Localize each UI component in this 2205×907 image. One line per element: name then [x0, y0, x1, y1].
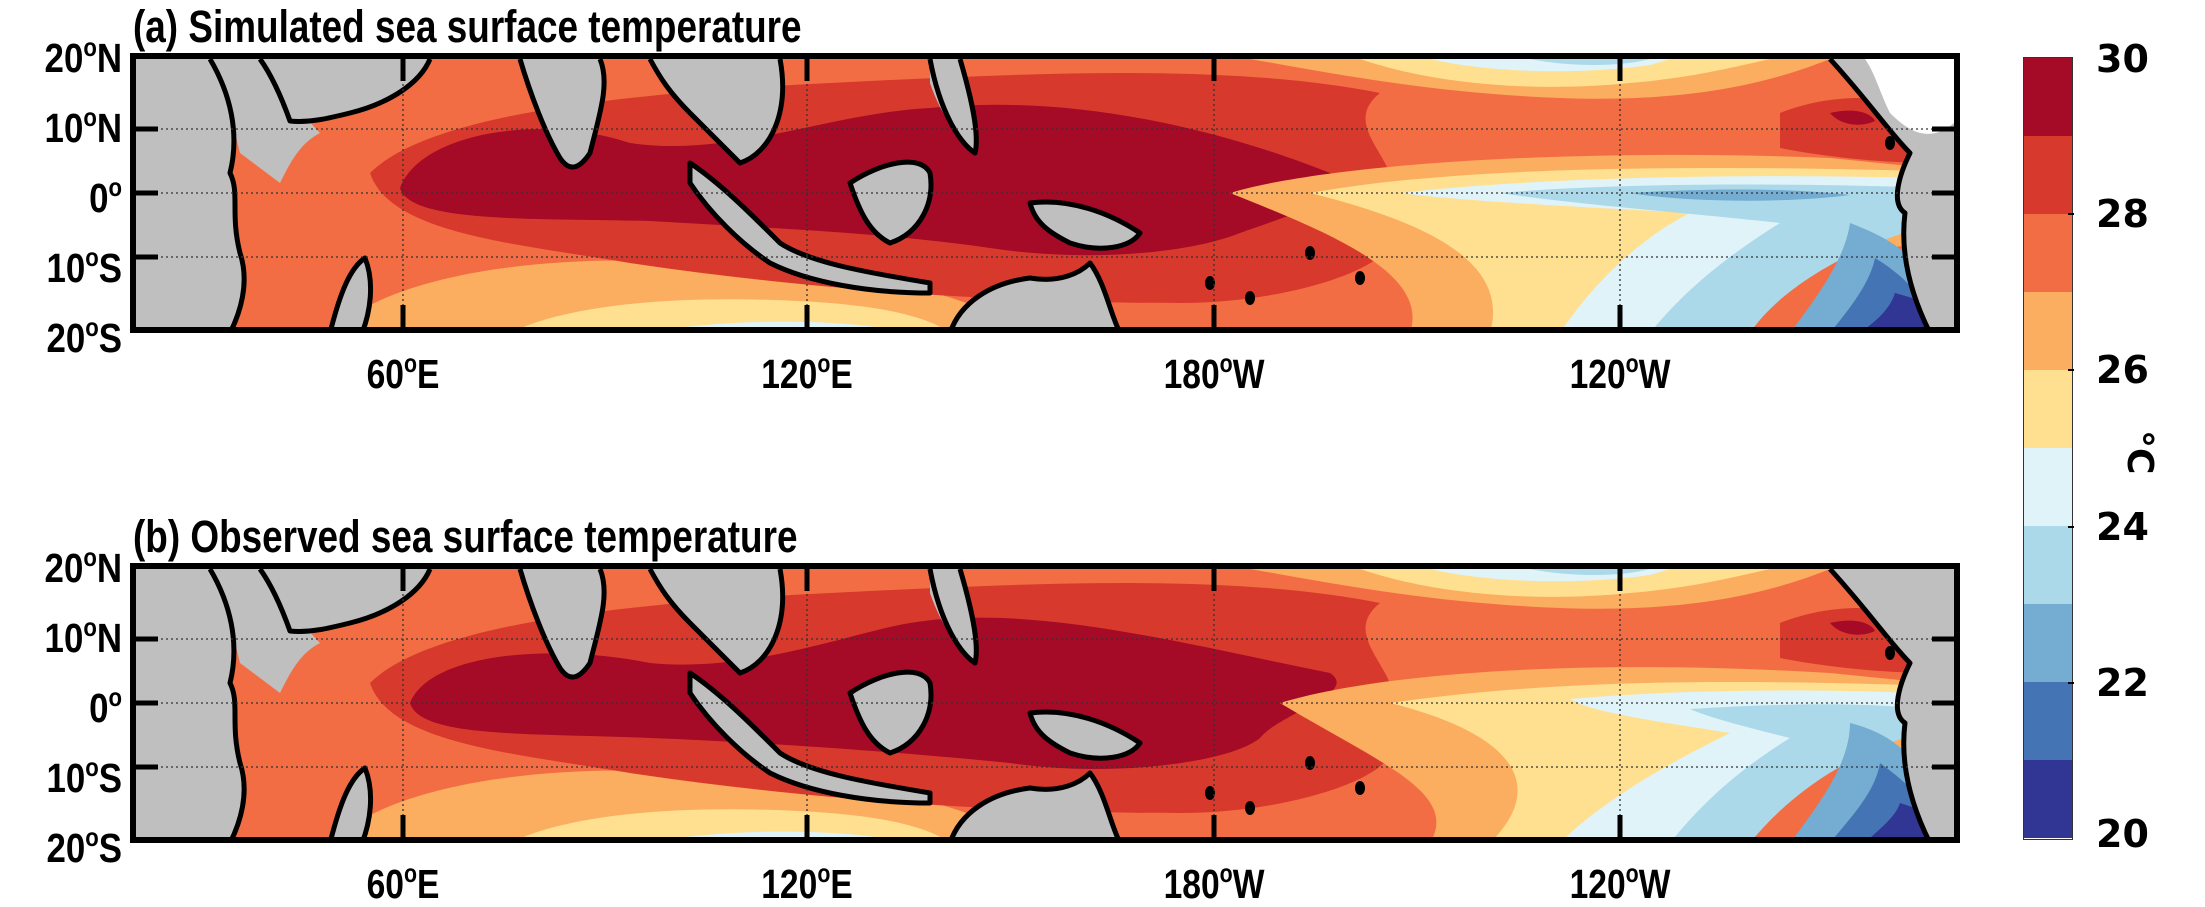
colorbar-band	[2024, 292, 2072, 370]
colorbar-tick	[2068, 682, 2074, 685]
degree-symbol: o	[108, 682, 122, 712]
colorbar-band	[2024, 214, 2072, 292]
y-tick-label: 10oS	[46, 752, 122, 801]
panel-b-map	[130, 563, 1960, 843]
degree-symbol: o	[83, 612, 97, 642]
x-tick-label: 120oW	[1569, 348, 1671, 397]
colorbar-band	[2024, 760, 2072, 838]
colorbar-band	[2024, 526, 2072, 604]
panel-a-map	[130, 53, 1960, 333]
colorbar-label: 22	[2096, 661, 2149, 706]
degree-symbol: o	[817, 348, 831, 378]
y-tick-label: 20oN	[44, 542, 122, 591]
x-tick-label: 60oE	[366, 858, 440, 907]
sst-contour-map	[130, 53, 1960, 333]
y-tick-label: 10oN	[44, 612, 122, 661]
colorbar-label: 24	[2096, 504, 2149, 549]
y-tick-label: 0o	[89, 172, 122, 221]
panel-b-title: (b) Observed sea surface temperature	[133, 511, 798, 562]
y-tick-label: 20oS	[46, 822, 122, 871]
degree-symbol: o	[1625, 348, 1639, 378]
degree-symbol: o	[85, 752, 99, 782]
colorbar-tick	[2068, 369, 2074, 372]
x-tick-label: 180oW	[1163, 348, 1265, 397]
sst-contour-map	[130, 563, 1960, 843]
y-tick-label: 10oS	[46, 242, 122, 291]
y-tick-label: 20oS	[46, 312, 122, 361]
colorbar-band	[2024, 136, 2072, 214]
degree-symbol: o	[403, 348, 417, 378]
colorbar-band	[2024, 604, 2072, 682]
degree-symbol: o	[108, 172, 122, 202]
x-tick-label: 120oW	[1569, 858, 1671, 907]
colorbar-band	[2024, 682, 2072, 760]
colorbar	[2023, 57, 2073, 840]
degree-symbol: o	[85, 312, 99, 342]
degree-symbol: o	[1625, 858, 1639, 888]
colorbar-unit-label: °C	[2119, 430, 2160, 475]
colorbar-band	[2024, 58, 2072, 136]
colorbar-tick	[2068, 525, 2074, 528]
y-tick-label: 0o	[89, 682, 122, 731]
degree-symbol: o	[83, 102, 97, 132]
x-tick-label: 120oE	[761, 348, 853, 397]
degree-symbol: o	[817, 858, 831, 888]
degree-symbol: o	[1219, 858, 1233, 888]
degree-symbol: o	[83, 542, 97, 572]
degree-symbol: o	[85, 242, 99, 272]
colorbar-label: 28	[2096, 191, 2149, 236]
colorbar-label: 30	[2096, 37, 2149, 81]
colorbar-label: 20	[2096, 812, 2149, 856]
degree-symbol: o	[83, 32, 97, 62]
x-tick-label: 120oE	[761, 858, 853, 907]
y-tick-label: 10oN	[44, 102, 122, 151]
colorbar-tick	[2068, 212, 2074, 215]
colorbar-label: 26	[2096, 348, 2149, 393]
degree-symbol: o	[403, 858, 417, 888]
degree-symbol: o	[85, 822, 99, 852]
x-tick-label: 60oE	[366, 348, 440, 397]
y-tick-label: 20oN	[44, 32, 122, 81]
x-tick-label: 180oW	[1163, 858, 1265, 907]
panel-a-title: (a) Simulated sea surface temperature	[133, 1, 802, 52]
colorbar-band	[2024, 370, 2072, 448]
degree-symbol: o	[1219, 348, 1233, 378]
colorbar-band	[2024, 448, 2072, 526]
